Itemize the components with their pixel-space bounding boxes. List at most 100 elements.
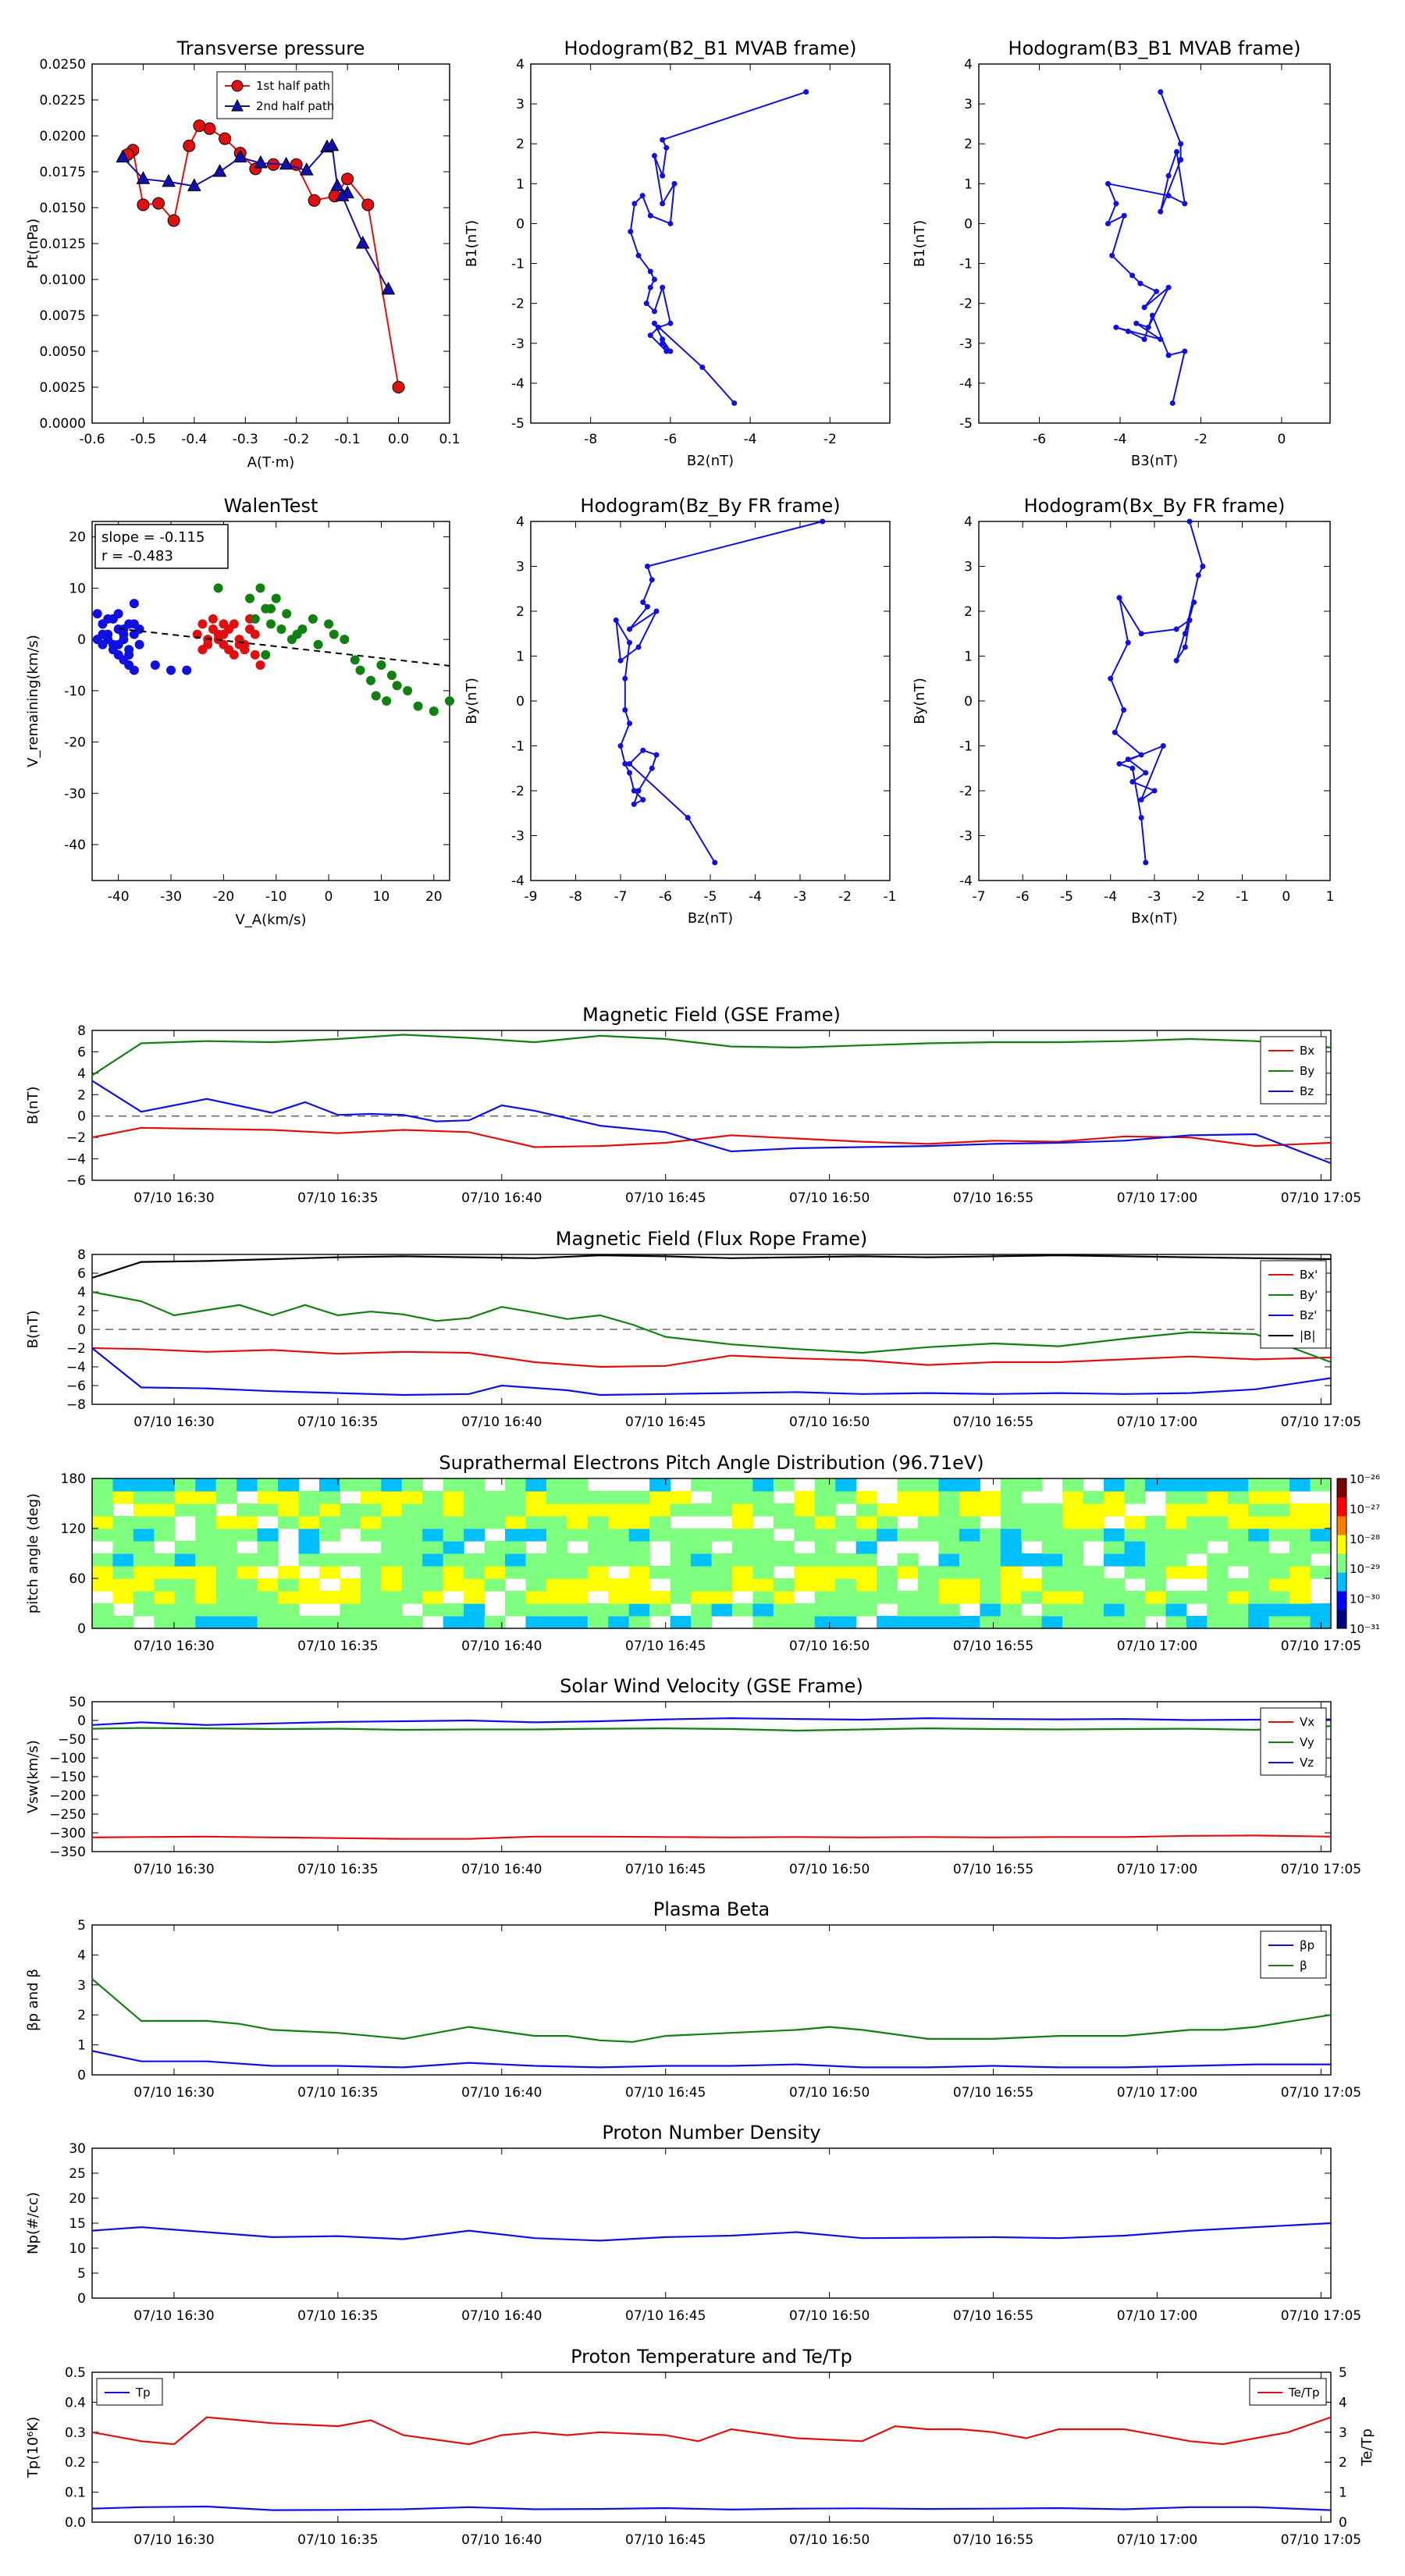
pitch-angle-cell	[897, 1478, 919, 1492]
pitch-angle-cell	[691, 1503, 713, 1517]
pitch-angle-cell	[731, 1528, 753, 1542]
hodogram-bx-by-xtick-label: 1	[1326, 889, 1335, 905]
pitch-angle-colorbar-segment	[1337, 1535, 1346, 1554]
pitch-angle-cell	[443, 1516, 464, 1529]
pitch-angle-cell	[237, 1591, 258, 1604]
pitch-angle-cell	[215, 1541, 237, 1554]
pitch-angle-cell	[237, 1578, 258, 1592]
hodogram-b2-b1-point	[803, 89, 809, 95]
transverse-pressure-point	[325, 137, 340, 151]
plasma-beta-xtick-label: 07/10 17:05	[1281, 2085, 1361, 2101]
pitch-angle-cell	[133, 1541, 155, 1554]
pitch-angle-cell	[484, 1541, 506, 1554]
plasma-beta-title: Plasma Beta	[653, 1898, 770, 1920]
pitch-angle-cell	[92, 1578, 114, 1592]
walen-test-point	[213, 629, 223, 639]
transverse-pressure-point	[212, 163, 227, 177]
pitch-angle-cell	[835, 1616, 857, 1629]
walen-test-ytick-label: -20	[64, 735, 86, 751]
walen-test-point	[371, 691, 381, 701]
pitch-angle-cell	[918, 1603, 940, 1617]
pitch-angle-xtick-label: 07/10 17:05	[1281, 1638, 1361, 1654]
hodogram-bx-by-point	[1195, 572, 1201, 578]
transverse-pressure-xtick-label: -0.2	[283, 432, 309, 447]
pitch-angle-cell	[401, 1591, 423, 1604]
hodogram-b3-b1-point	[1154, 288, 1160, 294]
pitch-angle-cell	[112, 1541, 134, 1554]
walen-test-point	[266, 619, 276, 629]
pitch-angle-cell	[938, 1591, 960, 1604]
pitch-angle-xtick-label: 07/10 16:50	[789, 1638, 870, 1654]
mag-gse-ytick-label: 0	[77, 1109, 86, 1125]
pitch-angle-cell	[505, 1591, 527, 1604]
pitch-angle-cell	[195, 1491, 217, 1504]
mag-gse-ytick-label: −4	[66, 1152, 86, 1168]
pitch-angle-cell	[1083, 1491, 1104, 1504]
pitch-angle-cell	[1186, 1566, 1208, 1579]
hodogram-b2-b1-point	[660, 201, 666, 207]
pitch-angle-cell	[897, 1603, 919, 1617]
pitch-angle-cell	[464, 1616, 486, 1629]
pitch-angle-cell	[1083, 1591, 1104, 1604]
hodogram-b2-b1-point	[647, 333, 653, 339]
pitch-angle-cell	[318, 1566, 340, 1579]
walen-test-point	[197, 645, 208, 655]
transverse-pressure-title: Transverse pressure	[176, 37, 365, 59]
hodogram-bz-by-point	[640, 747, 646, 753]
hodogram-bx-by-point	[1138, 815, 1144, 820]
pitch-angle-cell	[1124, 1603, 1146, 1617]
proton-temp-ytick-right-label: 1	[1339, 2485, 1347, 2501]
walen-test-ytick-label: 0	[77, 632, 86, 648]
mag-fr-ytick-label: 6	[77, 1266, 86, 1282]
pitch-angle-cell	[835, 1528, 857, 1542]
pitch-angle-cell	[381, 1541, 403, 1554]
pitch-angle-cell	[360, 1528, 382, 1542]
pitch-angle-cell	[649, 1503, 671, 1517]
pitch-angle-cell	[1041, 1516, 1063, 1529]
pitch-angle-cell	[1268, 1566, 1290, 1579]
pitch-angle-cell	[174, 1591, 196, 1604]
pitch-angle-cell	[422, 1578, 444, 1592]
pitch-angle-cell	[959, 1578, 980, 1592]
hodogram-bx-by-point	[1186, 617, 1193, 623]
sw-velocity-ytick-label: −150	[49, 1770, 86, 1785]
mag-fr-ytick-label: 2	[77, 1304, 86, 1319]
sw-velocity-legend-label: Vz	[1300, 1756, 1314, 1770]
hodogram-bz-by-point	[613, 617, 619, 623]
hodogram-bz-by-xtick-label: -2	[838, 889, 852, 905]
pitch-angle-cell	[1000, 1578, 1022, 1592]
walen-test-point	[261, 649, 271, 660]
pitch-angle-cell	[628, 1541, 650, 1554]
pitch-angle-cell	[1104, 1528, 1126, 1542]
pitch-angle-cell	[340, 1503, 361, 1517]
pitch-angle-cell	[1289, 1591, 1311, 1604]
hodogram-b2-b1-point	[660, 336, 666, 343]
pitch-angle-cell	[1165, 1528, 1187, 1542]
pitch-angle-cell	[691, 1553, 713, 1567]
mag-gse-legend-label: By	[1300, 1064, 1314, 1078]
pitch-angle-cell	[525, 1503, 547, 1517]
pitch-angle-cell	[877, 1516, 898, 1529]
pitch-angle-cell	[1104, 1553, 1126, 1567]
walen-test-point	[113, 609, 123, 619]
pitch-angle-cell	[1062, 1578, 1084, 1592]
walen-test-annotation-slope: slope = -0.115	[101, 529, 205, 546]
walen-test-xtick-label: 0	[325, 889, 333, 905]
pitch-angle-cell	[443, 1503, 464, 1517]
pitch-angle-cell	[505, 1503, 527, 1517]
pitch-angle-cell	[1104, 1578, 1126, 1592]
proton-temp-xtick-label: 07/10 16:45	[625, 2532, 706, 2548]
pitch-angle-cell	[546, 1478, 567, 1492]
pitch-angle-cell	[154, 1591, 176, 1604]
hodogram-b3-b1-point	[1165, 193, 1172, 199]
hodogram-b3-b1-ylabel: B1(nT)	[912, 220, 928, 267]
proton-temp-ylabel: Tp(10⁶K)	[25, 2417, 41, 2478]
pitch-angle-cell	[628, 1603, 650, 1617]
walen-test-ytick-label: 10	[69, 581, 86, 596]
pitch-angle-cell	[92, 1603, 114, 1617]
pitch-angle-cell	[298, 1541, 320, 1554]
mag-fr-ytick-label: −8	[66, 1397, 86, 1413]
pitch-angle-cell	[649, 1478, 671, 1492]
proton-temp-xtick-label: 07/10 16:40	[461, 2532, 542, 2548]
hodogram-b3-b1-ytick-label: -3	[959, 336, 973, 352]
